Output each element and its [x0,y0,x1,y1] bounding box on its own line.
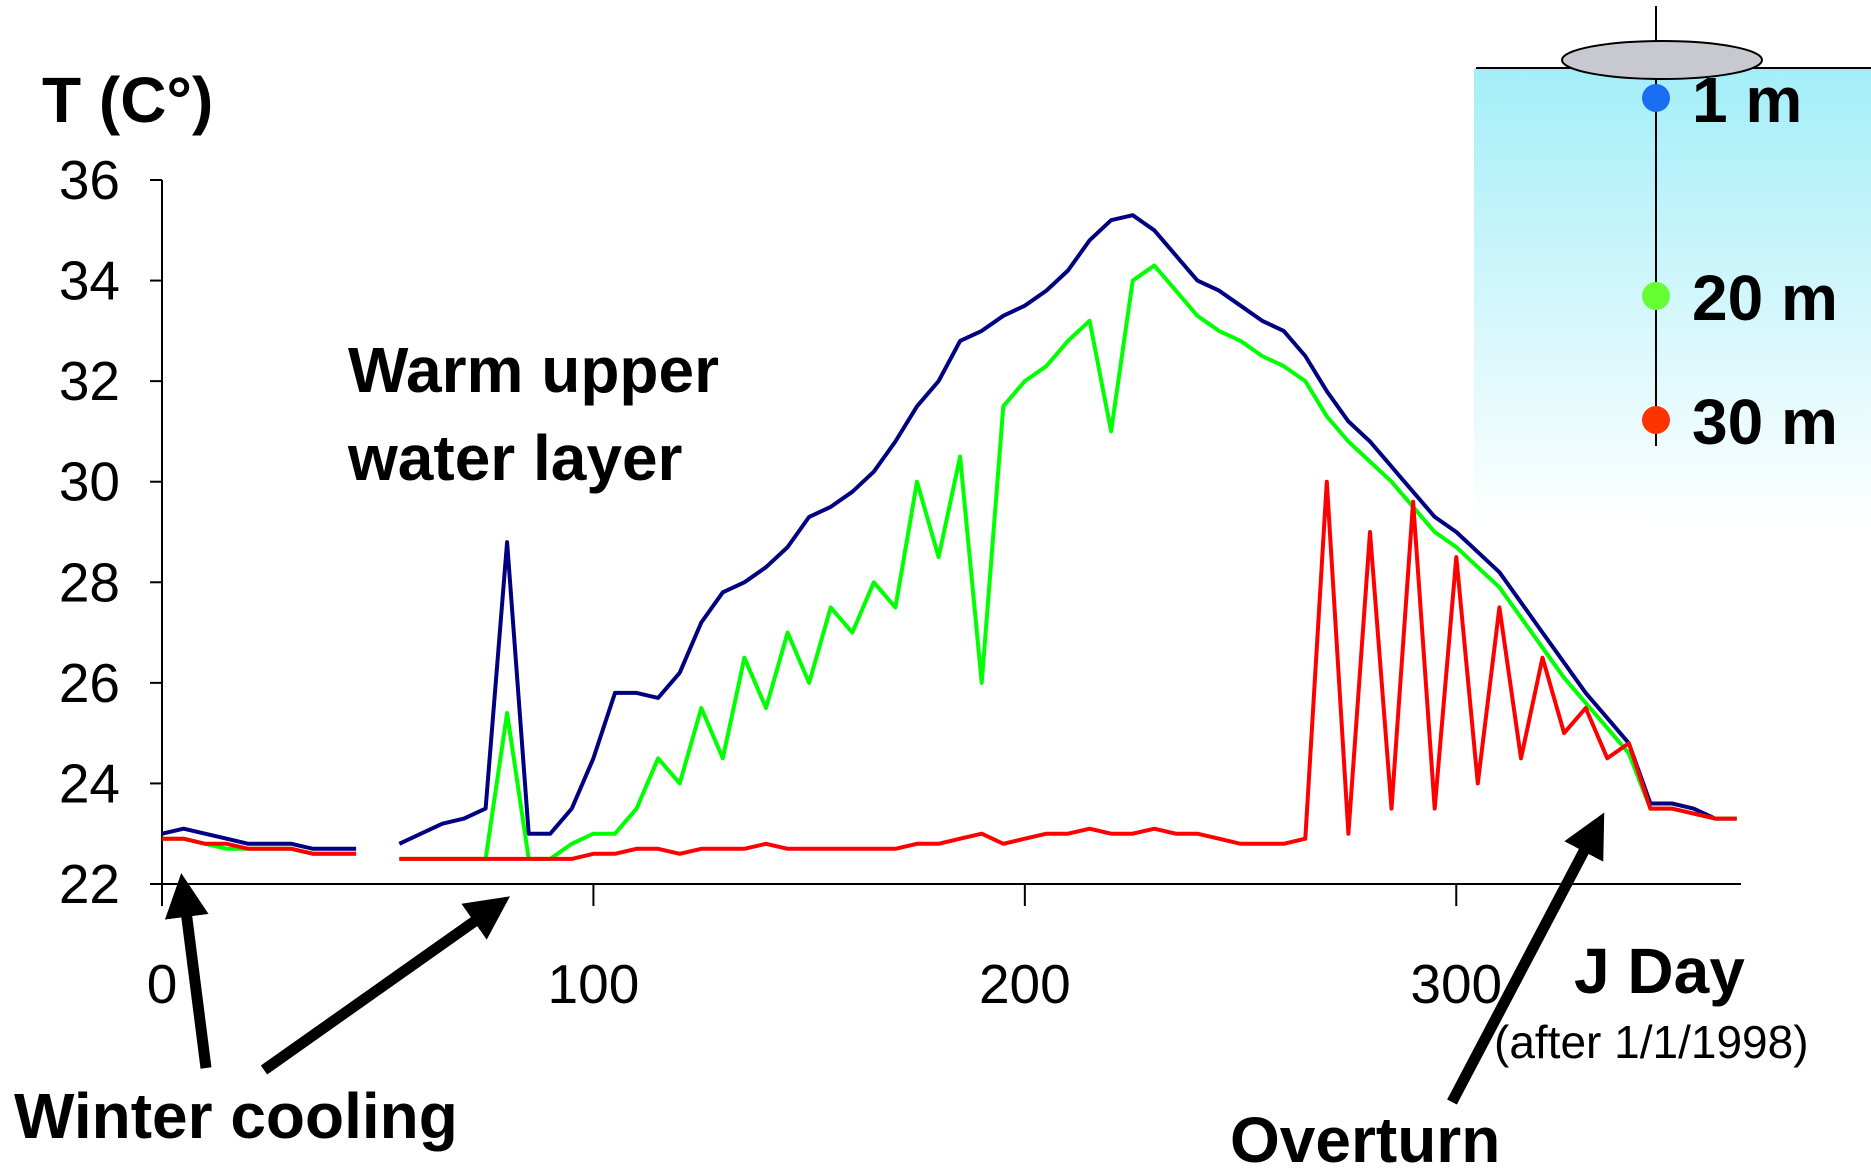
annotation: Overturn [1230,1104,1500,1168]
legend-label: 1 m [1692,64,1802,136]
y-tick-label: 36 [59,149,120,211]
arrow [164,873,212,1069]
arrow [260,896,510,1075]
legend-marker [1642,84,1670,112]
series-line [161,213,1737,851]
x-tick-label: 200 [979,953,1071,1015]
series-line [162,479,1737,861]
water-inset [1474,68,1871,528]
y-tick-label: 30 [59,451,120,513]
x-axis-label: J Day [1574,935,1745,1007]
y-axis-label: T (C°) [42,64,213,136]
legend-marker [1642,406,1670,434]
y-tick-label: 24 [59,752,120,814]
x-tick-label: 300 [1410,953,1502,1015]
annotation: water layer [347,422,682,494]
y-tick-label: 26 [59,652,120,714]
arrow [1447,812,1605,1105]
legend-label: 30 m [1692,386,1838,458]
x-axis-sublabel: (after 1/1/1998) [1494,1016,1809,1068]
y-tick-label: 34 [59,250,120,312]
y-tick-label: 28 [59,551,120,613]
buoy [1561,40,1763,80]
legend-label: 20 m [1692,262,1838,334]
x-tick-label: 100 [548,953,640,1015]
y-tick-label: 32 [59,350,120,412]
y-tick-label: 22 [59,853,120,915]
x-tick-label: 0 [147,953,178,1015]
annotation: Winter cooling [14,1080,458,1152]
legend-marker [1642,282,1670,310]
annotation: Warm upper [348,334,719,406]
